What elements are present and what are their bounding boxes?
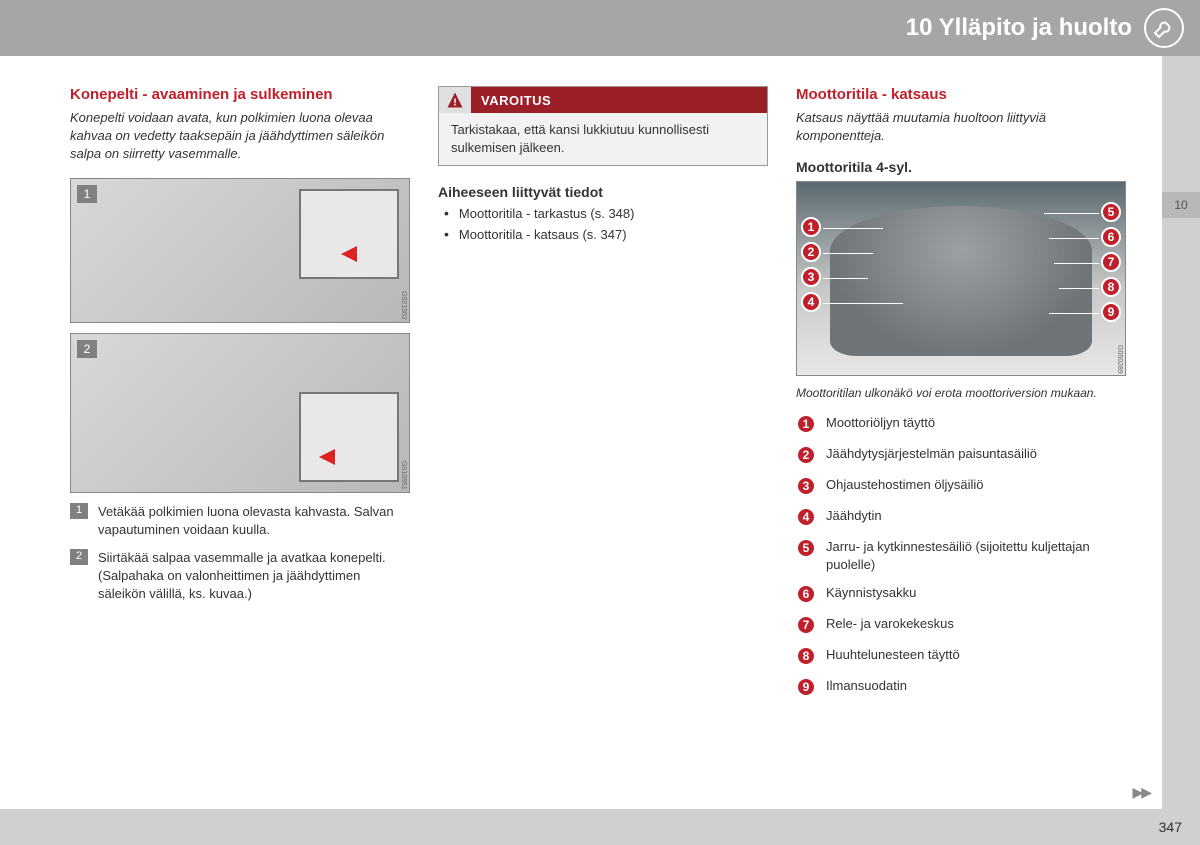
component-number: 5 xyxy=(796,538,816,558)
component-row: 8 Huuhtelunesteen täyttö xyxy=(796,646,1126,666)
chapter-name: Ylläpito ja huolto xyxy=(939,14,1132,41)
arrow-icon xyxy=(341,246,357,262)
side-tab-strip: 10 xyxy=(1162,56,1200,816)
related-info-title: Aiheeseen liittyvät tiedot xyxy=(438,184,768,200)
callout-circle: 7 xyxy=(1101,252,1121,272)
warning-label: VAROITUS xyxy=(471,93,551,108)
leader-line xyxy=(1049,238,1099,239)
figure-hood-latch: 2 G010951 xyxy=(70,333,410,493)
component-row: 7 Rele- ja varokekeskus xyxy=(796,615,1126,635)
chapter-number: 10 xyxy=(906,14,933,41)
component-number: 1 xyxy=(796,414,816,434)
component-number: 6 xyxy=(796,584,816,604)
callout-circle: 1 xyxy=(801,217,821,237)
footer-bar: 347 xyxy=(0,809,1200,845)
wrench-icon xyxy=(1144,8,1184,48)
component-number: 9 xyxy=(796,677,816,697)
component-number: 8 xyxy=(796,646,816,666)
engine-figure-caption: Moottoritilan ulkonäkö voi erota moottor… xyxy=(796,386,1126,402)
warning-box: ! VAROITUS Tarkistakaa, että kansi lukki… xyxy=(438,86,768,166)
chapter-header: 10 Ylläpito ja huolto xyxy=(0,0,1200,56)
image-code-engine: G050289 xyxy=(1116,345,1123,374)
component-list: 1 Moottoriöljyn täyttö 2 Jäähdytysjärjeste… xyxy=(796,414,1126,697)
figure-hood-lever: 1 G021502 xyxy=(70,178,410,323)
page-content: Konepelti - avaaminen ja sulkeminen Kone… xyxy=(0,56,1200,708)
image-code-2: G010951 xyxy=(400,461,407,490)
callout-circle: 2 xyxy=(801,242,821,262)
component-number: 4 xyxy=(796,507,816,527)
step-row: 1 Vetäkää polkimien luona olevasta kahva… xyxy=(70,503,410,539)
leader-line xyxy=(1054,263,1099,264)
component-number: 2 xyxy=(796,445,816,465)
leader-line xyxy=(823,228,883,229)
hood-section-title: Konepelti - avaaminen ja sulkeminen xyxy=(70,86,410,103)
component-label: Jäähdytysjärjestelmän paisuntasäiliö xyxy=(826,445,1037,463)
warning-header: ! VAROITUS xyxy=(439,87,767,113)
step-number-badge: 1 xyxy=(70,503,88,519)
callout-circle: 3 xyxy=(801,267,821,287)
figure-engine-compartment: 1 2 3 4 5 6 7 8 9 G050289 xyxy=(796,181,1126,376)
leader-line xyxy=(1044,213,1099,214)
column-engine-overview: Moottoritila - katsaus Katsaus näyttää m… xyxy=(796,86,1126,708)
engine-diagram: 1 2 3 4 5 6 7 8 9 xyxy=(797,182,1125,375)
callout-circle: 4 xyxy=(801,292,821,312)
component-label: Rele- ja varokekeskus xyxy=(826,615,954,633)
step-text: Siirtäkää salpaa vasemmalle ja avatkaa k… xyxy=(98,549,410,604)
engine-subhead: Moottoritila 4-syl. xyxy=(796,159,1126,175)
component-row: 4 Jäähdytin xyxy=(796,507,1126,527)
leader-line xyxy=(823,253,873,254)
component-label: Moottoriöljyn täyttö xyxy=(826,414,935,432)
component-row: 1 Moottoriöljyn täyttö xyxy=(796,414,1126,434)
image-code-1: G021502 xyxy=(400,291,407,320)
component-row: 3 Ohjaustehostimen öljysäiliö xyxy=(796,476,1126,496)
leader-line xyxy=(1059,288,1099,289)
engine-section-title: Moottoritila - katsaus xyxy=(796,86,1126,103)
callout-circle: 6 xyxy=(1101,227,1121,247)
svg-text:!: ! xyxy=(453,96,457,108)
component-label: Ilmansuodatin xyxy=(826,677,907,695)
side-tab-current: 10 xyxy=(1162,192,1200,218)
step-row: 2 Siirtäkää salpaa vasemmalle ja avatkaa… xyxy=(70,549,410,604)
component-row: 9 Ilmansuodatin xyxy=(796,677,1126,697)
component-number: 7 xyxy=(796,615,816,635)
column-hood: Konepelti - avaaminen ja sulkeminen Kone… xyxy=(70,86,410,708)
component-label: Huuhtelunesteen täyttö xyxy=(826,646,960,664)
component-row: 6 Käynnistysakku xyxy=(796,584,1126,604)
figure-inset-2 xyxy=(299,392,399,482)
component-row: 2 Jäähdytysjärjestelmän paisuntasäiliö xyxy=(796,445,1126,465)
callout-circle: 8 xyxy=(1101,277,1121,297)
column-warning-related: ! VAROITUS Tarkistakaa, että kansi lukki… xyxy=(438,86,768,708)
component-label: Jäähdytin xyxy=(826,507,882,525)
related-link[interactable]: Moottoritila - katsaus (s. 347) xyxy=(444,227,768,242)
leader-line xyxy=(1049,313,1099,314)
component-label: Jarru- ja kytkinnestesäiliö (sijoitettu … xyxy=(826,538,1126,573)
warning-text: Tarkistakaa, että kansi lukkiutuu kunnol… xyxy=(439,113,767,165)
figure-inset-1 xyxy=(299,189,399,279)
related-list: Moottoritila - tarkastus (s. 348) Mootto… xyxy=(438,206,768,242)
arrow-icon xyxy=(319,449,335,465)
component-row: 5 Jarru- ja kytkinnestesäiliö (sijoitettu… xyxy=(796,538,1126,573)
component-label: Ohjaustehostimen öljysäiliö xyxy=(826,476,984,494)
warning-triangle-icon: ! xyxy=(439,87,471,113)
callout-circle: 9 xyxy=(1101,302,1121,322)
hood-intro: Konepelti voidaan avata, kun polkimien l… xyxy=(70,109,410,164)
figure-badge-1: 1 xyxy=(77,185,97,203)
chapter-title: 10 Ylläpito ja huolto xyxy=(906,14,1132,42)
step-number-badge: 2 xyxy=(70,549,88,565)
hood-steps: 1 Vetäkää polkimien luona olevasta kahva… xyxy=(70,503,410,604)
engine-intro: Katsaus näyttää muutamia huoltoon liitty… xyxy=(796,109,1126,145)
related-link[interactable]: Moottoritila - tarkastus (s. 348) xyxy=(444,206,768,221)
leader-line xyxy=(823,303,903,304)
leader-line xyxy=(823,278,868,279)
callout-circle: 5 xyxy=(1101,202,1121,222)
component-number: 3 xyxy=(796,476,816,496)
step-text: Vetäkää polkimien luona olevasta kahvast… xyxy=(98,503,410,539)
continuation-icon: ▶▶ xyxy=(1132,784,1150,801)
page-number: 347 xyxy=(1159,819,1182,835)
component-label: Käynnistysakku xyxy=(826,584,916,602)
figure-badge-2: 2 xyxy=(77,340,97,358)
